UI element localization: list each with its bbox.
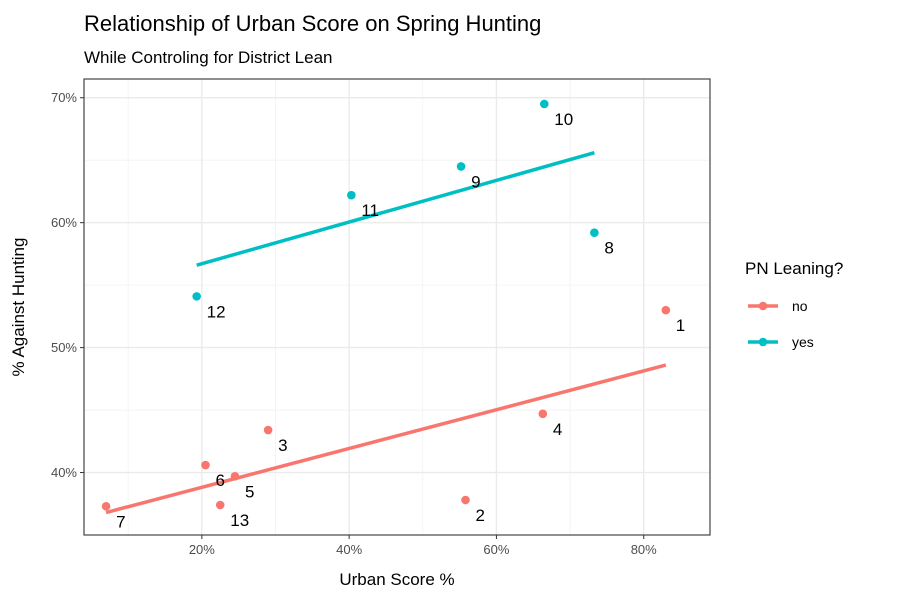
fit-lines (105, 151, 667, 515)
point-label-11: 11 (361, 201, 379, 220)
data-point-4 (538, 409, 548, 419)
y-tick-label: 40% (51, 465, 77, 480)
legend-label-no: no (792, 298, 808, 314)
y-tick-label: 70% (51, 90, 77, 105)
legend-title: PN Leaning? (745, 259, 843, 278)
data-point-10 (539, 99, 549, 109)
x-tick-label: 80% (631, 542, 657, 557)
y-tick-label: 60% (51, 215, 77, 230)
data-point-1 (661, 305, 671, 315)
y-tick-label: 50% (51, 340, 77, 355)
y-axis: 40% 50% 60% 70% (51, 90, 84, 480)
x-tick-label: 60% (483, 542, 509, 557)
data-point-7 (101, 501, 111, 511)
point-label-9: 9 (471, 172, 480, 191)
data-point-9 (456, 162, 466, 171)
data-point-2 (461, 495, 470, 505)
plot-panel (84, 79, 710, 535)
y-axis-title: % Against Hunting (9, 238, 28, 377)
point-label-5: 5 (245, 482, 254, 501)
data-point-11 (347, 190, 356, 200)
data-point-5 (230, 471, 240, 481)
fit-line-no (105, 363, 667, 515)
x-tick-label: 20% (189, 542, 215, 557)
data-points (101, 99, 671, 511)
point-label-1: 1 (676, 316, 685, 335)
point-label-10: 10 (554, 110, 573, 129)
x-axis: 20% 40% 60% 80% (189, 535, 657, 557)
point-label-8: 8 (604, 239, 613, 258)
point-label-13: 13 (230, 511, 249, 530)
data-point-8 (590, 228, 599, 237)
point-label-4: 4 (553, 420, 562, 439)
point-label-12: 12 (207, 302, 226, 321)
chart-subtitle: While Controling for District Lean (84, 48, 332, 67)
x-tick-label: 40% (336, 542, 362, 557)
legend-label-yes: yes (792, 334, 814, 350)
data-point-12 (192, 292, 201, 301)
point-label-7: 7 (116, 512, 125, 531)
data-point-6 (201, 460, 210, 470)
point-label-2: 2 (475, 506, 484, 525)
data-point-13 (215, 500, 225, 510)
data-point-3 (263, 425, 273, 435)
plot-border (83, 78, 711, 536)
point-label-6: 6 (216, 471, 225, 490)
legend-key-point-no (758, 301, 768, 311)
legend: PN Leaning? no yes (745, 259, 843, 350)
fit-line-yes (196, 151, 595, 267)
major-gridlines (84, 79, 710, 535)
x-axis-title: Urban Score % (339, 570, 454, 589)
chart-title: Relationship of Urban Score on Spring Hu… (84, 11, 541, 36)
point-label-3: 3 (278, 436, 287, 455)
legend-key-point-yes (758, 337, 768, 347)
